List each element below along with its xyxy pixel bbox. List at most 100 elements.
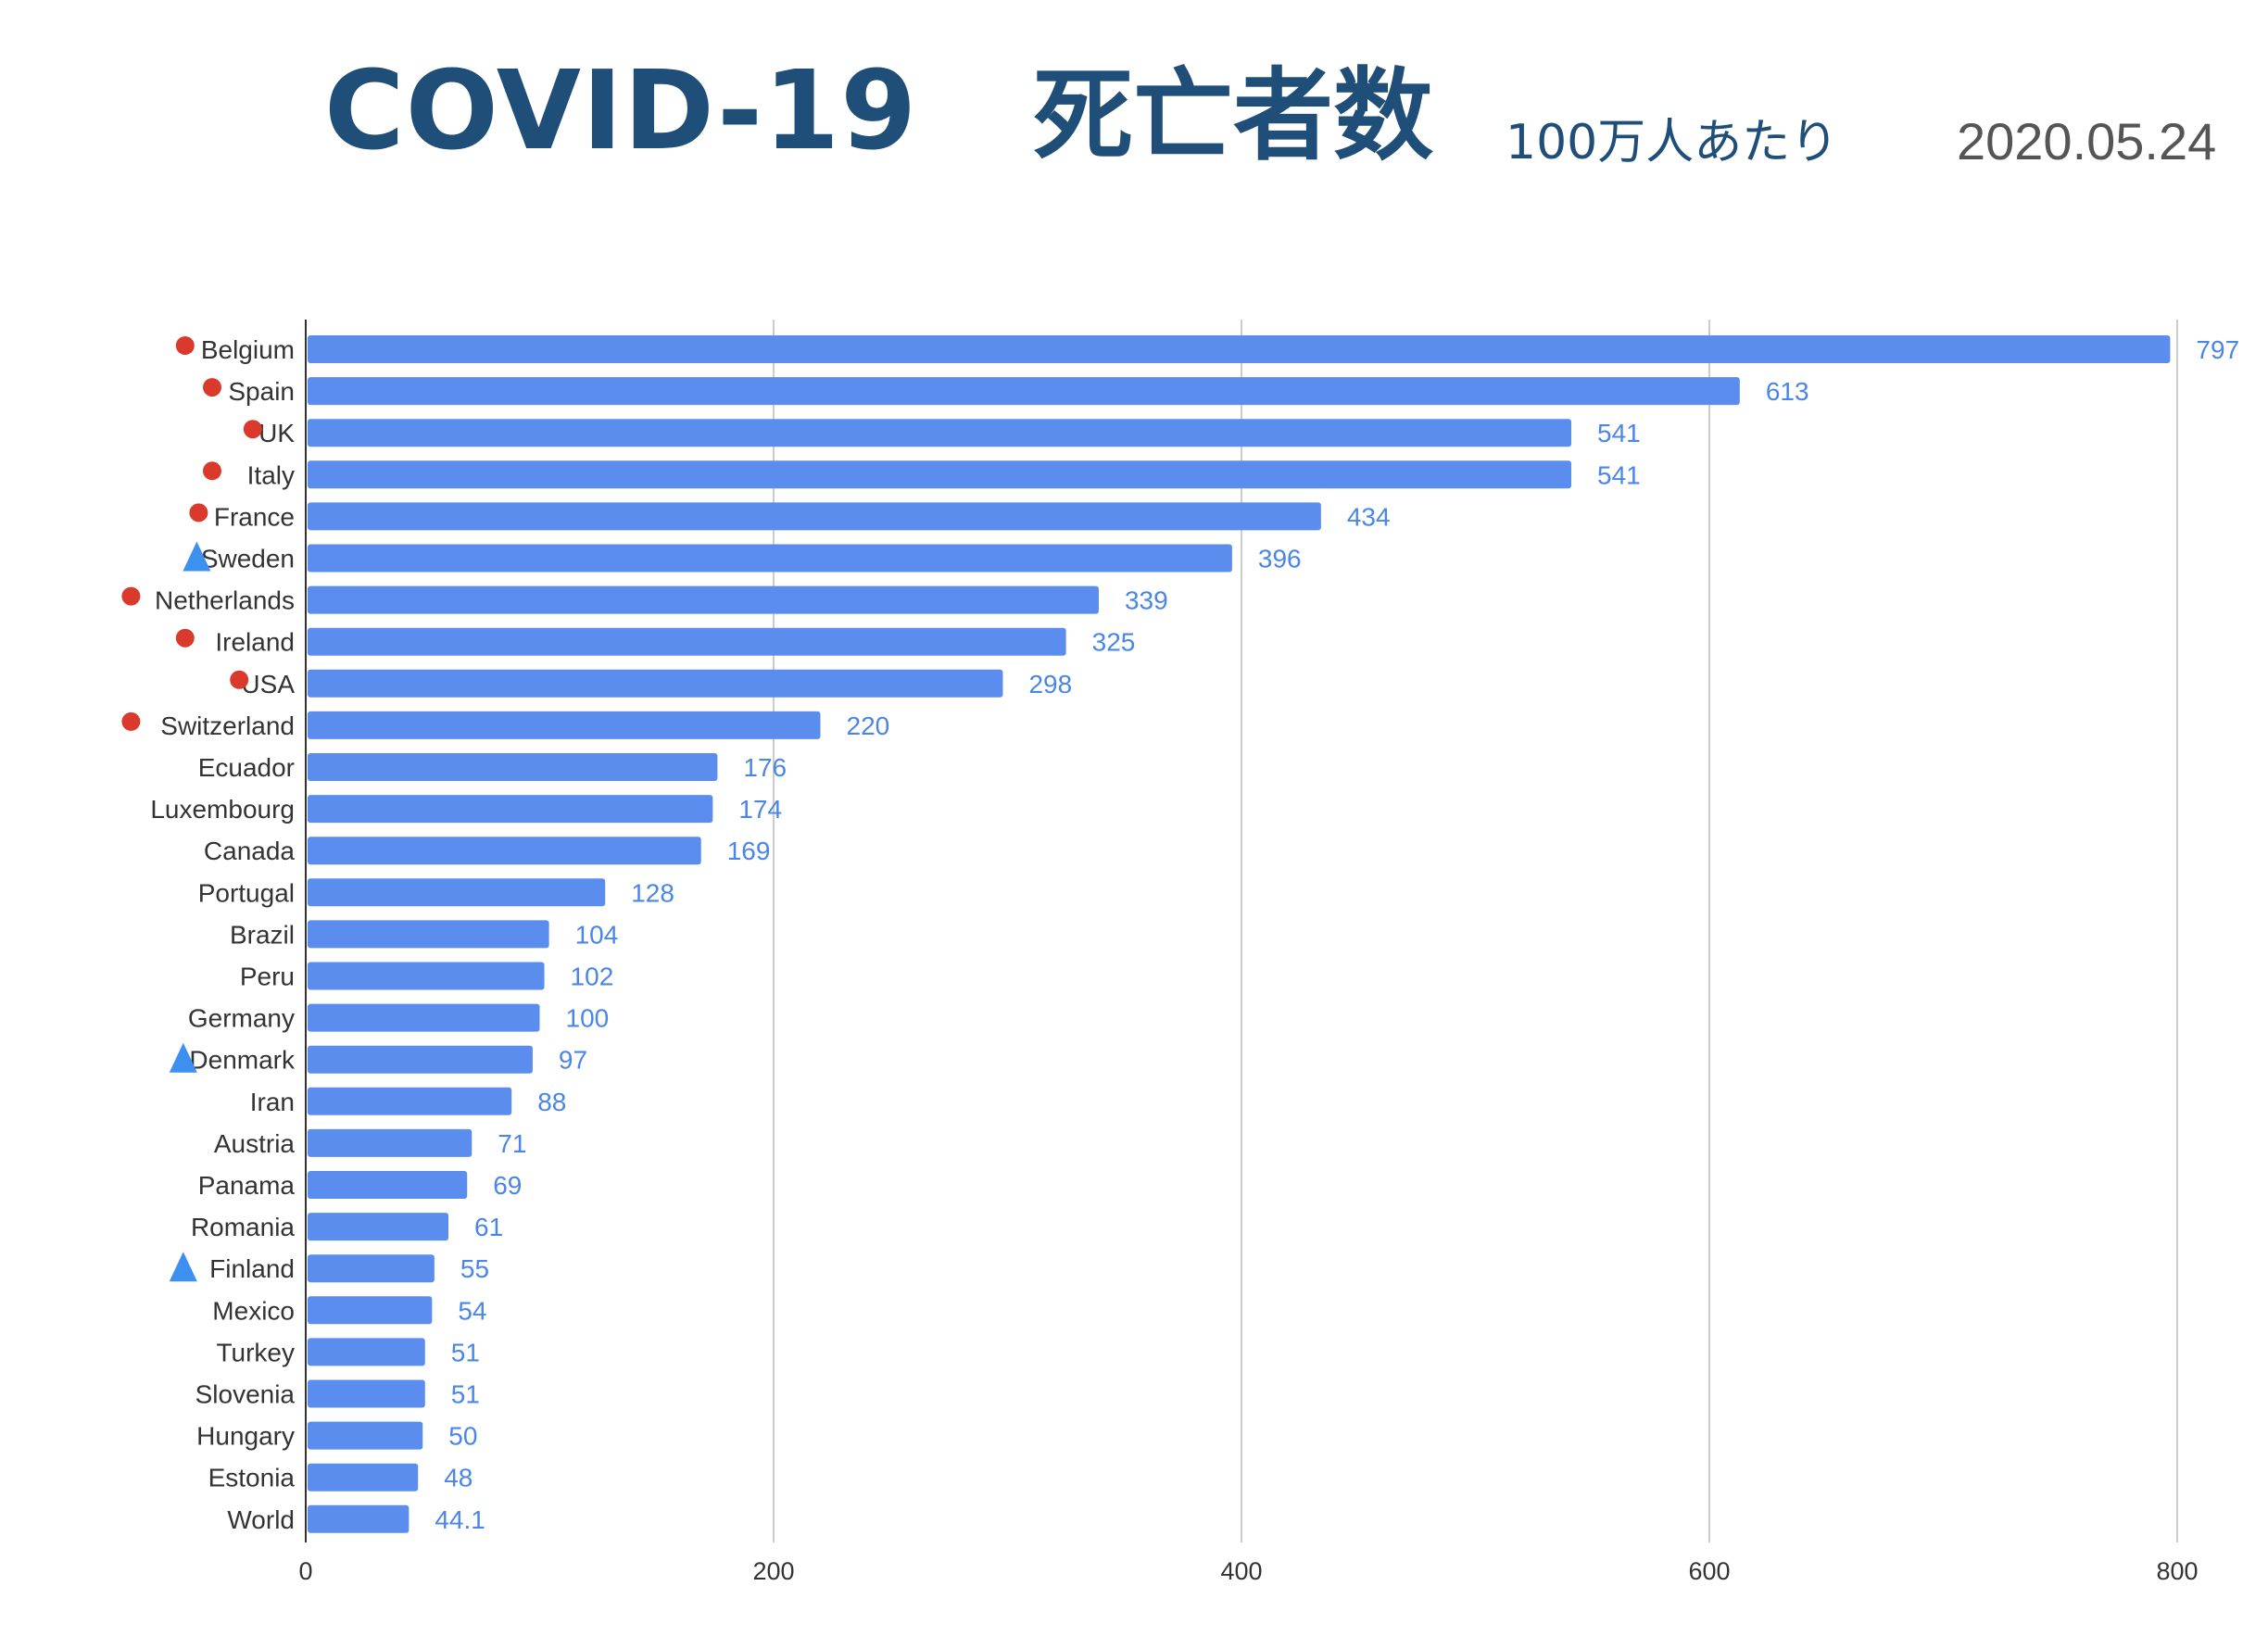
chart-subtitle: 100万人あたり <box>1506 115 1839 170</box>
red-circle-marker-icon <box>203 461 221 481</box>
bar-netherlands <box>308 585 1099 614</box>
blue-triangle-marker-icon <box>183 541 211 572</box>
category-label: Luxembourg <box>150 795 295 824</box>
value-label: 339 <box>1125 586 1168 615</box>
value-label: 613 <box>1766 377 1809 406</box>
value-label: 51 <box>451 1380 480 1409</box>
value-label: 128 <box>631 878 674 907</box>
value-label: 298 <box>1028 670 1072 699</box>
category-label: Brazil <box>230 920 295 949</box>
value-label: 51 <box>451 1338 480 1366</box>
x-tick-label: 800 <box>2156 1557 2198 1585</box>
red-circle-marker-icon <box>121 586 141 606</box>
bar-belgium <box>308 335 2171 363</box>
category-label: Denmark <box>189 1046 296 1075</box>
bars <box>308 335 2171 1533</box>
bar-france <box>308 502 1321 531</box>
x-tick-label: 600 <box>1688 1557 1730 1585</box>
category-label: Estonia <box>208 1464 296 1492</box>
category-label: Sweden <box>201 545 295 573</box>
value-label: 69 <box>493 1171 522 1200</box>
bar-panama <box>308 1171 468 1199</box>
category-label: Iran <box>250 1088 295 1116</box>
value-label: 434 <box>1347 502 1391 531</box>
blue-triangle-marker-icon <box>169 1252 197 1282</box>
bar-romania <box>308 1213 449 1241</box>
bar-switzerland <box>308 711 821 739</box>
category-label: Romania <box>191 1213 295 1241</box>
chart-title-japanese: 死亡者数 <box>1033 58 1434 174</box>
bar-uk <box>308 419 1572 447</box>
bar-iran <box>308 1087 512 1115</box>
bar-turkey <box>308 1338 425 1366</box>
category-label: France <box>214 502 295 531</box>
category-label: Italy <box>247 460 295 489</box>
value-label: 325 <box>1092 628 1136 657</box>
bar-canada <box>308 837 701 865</box>
category-label: World <box>227 1505 295 1534</box>
chart-date: 2020.05.24 <box>1957 112 2217 170</box>
bar-spain <box>308 377 1740 406</box>
value-label: 797 <box>2196 335 2239 364</box>
value-label: 71 <box>498 1129 526 1158</box>
bar-hungary <box>308 1421 423 1450</box>
value-label: 61 <box>474 1213 503 1241</box>
category-label: Hungary <box>196 1422 295 1451</box>
bar-slovenia <box>308 1379 425 1408</box>
category-label: Turkey <box>216 1338 295 1366</box>
value-label: 48 <box>444 1464 472 1492</box>
x-tick-label: 400 <box>1220 1557 1262 1585</box>
category-label: Panama <box>198 1171 296 1200</box>
category-label: USA <box>241 670 295 699</box>
category-label: Finland <box>209 1254 295 1283</box>
value-label: 54 <box>458 1296 486 1325</box>
value-label: 104 <box>575 920 619 949</box>
category-label: Belgium <box>201 335 295 364</box>
bar-germany <box>308 1003 540 1032</box>
value-label: 220 <box>847 711 890 740</box>
category-label: UK <box>258 419 295 447</box>
value-label: 102 <box>571 963 614 991</box>
bar-ireland <box>308 627 1066 656</box>
bar-ecuador <box>308 753 718 781</box>
category-label: Ecuador <box>198 753 295 782</box>
bar-luxembourg <box>308 795 713 824</box>
bar-mexico <box>308 1296 433 1325</box>
value-label: 396 <box>1258 545 1302 573</box>
value-label: 169 <box>727 837 771 865</box>
category-label: Netherlands <box>155 586 295 615</box>
value-label: 88 <box>537 1088 566 1116</box>
bar-portugal <box>308 878 606 907</box>
value-label: 44.1 <box>435 1505 485 1534</box>
red-circle-marker-icon <box>230 670 249 689</box>
value-label: 541 <box>1597 419 1641 447</box>
red-circle-marker-icon <box>175 628 195 648</box>
blue-triangle-marker-icon <box>169 1042 197 1073</box>
category-label: Spain <box>228 377 295 406</box>
category-label: Mexico <box>212 1296 295 1325</box>
red-circle-marker-icon <box>175 336 195 355</box>
bar-italy <box>308 460 1572 489</box>
value-label: 174 <box>738 795 782 824</box>
category-label: Germany <box>188 1004 295 1033</box>
value-label: 50 <box>448 1422 477 1451</box>
category-label: Ireland <box>215 628 295 657</box>
category-label: Slovenia <box>195 1380 296 1409</box>
bar-peru <box>308 962 545 990</box>
category-label: Switzerland <box>160 711 295 740</box>
value-label: 541 <box>1597 460 1641 489</box>
bar-austria <box>308 1128 472 1157</box>
value-label: 100 <box>566 1004 610 1033</box>
red-circle-marker-icon <box>121 711 141 731</box>
value-label: 176 <box>743 753 787 782</box>
category-label: Peru <box>240 963 295 991</box>
bar-denmark <box>308 1045 533 1074</box>
bar-world <box>308 1504 410 1533</box>
bar-brazil <box>308 920 549 949</box>
bar-usa <box>308 669 1003 698</box>
category-label: Canada <box>204 837 296 865</box>
red-circle-marker-icon <box>189 503 208 522</box>
bar-finland <box>308 1254 435 1283</box>
